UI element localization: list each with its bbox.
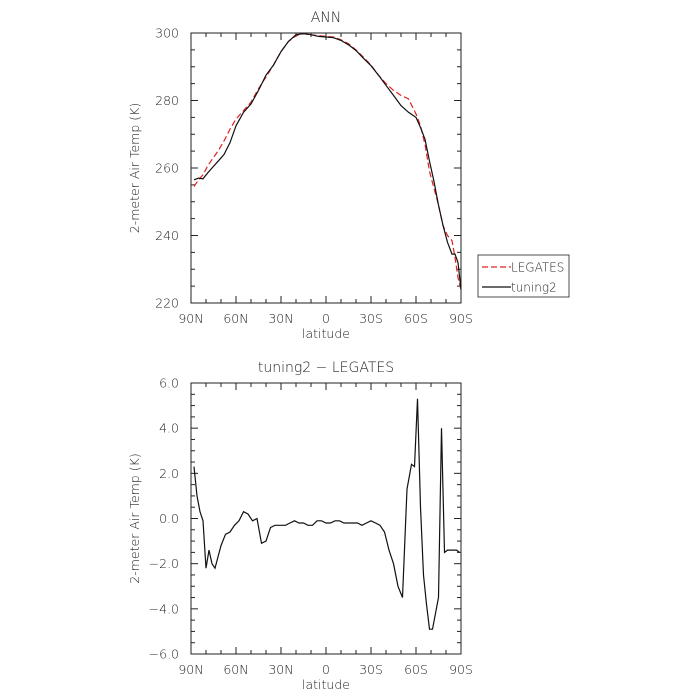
y-axis-label: 2-meter Air Temp (K) [127,103,142,233]
y-tick-label: 240 [155,228,179,243]
x-tick-label: 0 [322,311,330,326]
legend: LEGATES tuning2 [477,254,570,298]
x-tick-label: 0 [322,662,330,677]
y-tick-label: 260 [155,161,179,176]
legend-label-legates: LEGATES [511,261,564,275]
chart-panel-2: tuning2 − LEGATES 90N 60N 30N 0 30S 60S 90S −6.0… [127,360,473,692]
series-line-tuning2 [193,33,462,290]
x-tick-label: 60N [223,311,248,326]
y-tick-label: 300 [155,26,179,41]
y-tick-label: −2.0 [149,556,179,571]
y-tick-label: −4.0 [149,601,179,616]
x-tick-label: 30N [268,311,293,326]
y-axis-label: 2-meter Air Temp (K) [127,453,142,583]
chart-title: ANN [311,10,342,26]
x-axis-label: latitude [302,677,350,692]
y-tick-label: 4.0 [159,421,179,436]
x-tick-label: 30N [268,662,293,677]
x-tick-label: 90N [178,662,203,677]
y-tick-label: 6.0 [159,376,179,391]
legend-label-tuning2: tuning2 [511,281,557,295]
x-tick-label: 30S [359,662,383,677]
x-tick-label: 90S [449,662,473,677]
chart-title: tuning2 − LEGATES [258,360,394,376]
y-tick-label: 220 [155,296,179,311]
x-tick-label: 90S [449,311,473,326]
legend-box [477,254,570,298]
plot-frame [190,32,462,304]
y-tick-label: 2.0 [159,466,179,481]
x-tick-label: 60S [404,311,428,326]
y-tick-label: −6.0 [149,647,179,662]
x-axis-label: latitude [302,326,350,341]
y-tick-label: 280 [155,93,179,108]
x-tick-label: 60S [404,662,428,677]
x-tick-label: 90N [178,311,203,326]
series-line-legates [193,33,462,290]
y-tick-label: 0.0 [159,511,179,526]
chart-panel-1: ANN 90N 60N 30N 0 30S 60S 90S 220 240 260 280 300 lat… [127,10,570,341]
series-line-difference [193,398,460,630]
x-tick-label: 30S [359,311,383,326]
x-tick-label: 60N [223,662,248,677]
